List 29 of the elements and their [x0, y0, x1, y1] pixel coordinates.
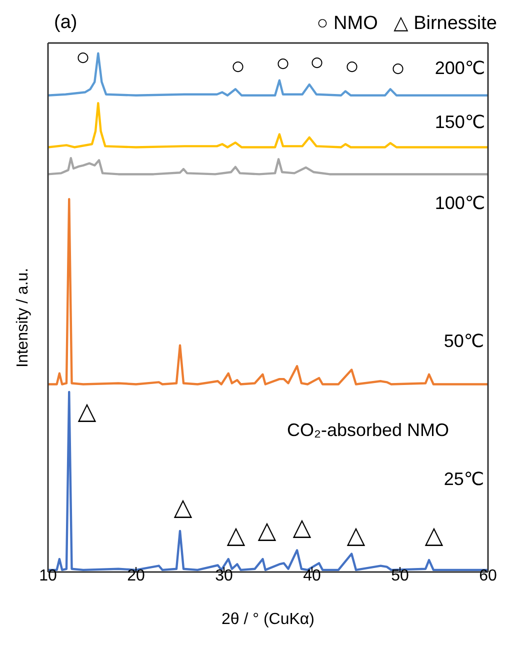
annotation: ○	[310, 49, 324, 76]
annotation: ○	[276, 50, 290, 77]
x-axis-title: 2θ / ° (CuKα)	[221, 611, 315, 628]
annotation: 200℃	[434, 58, 486, 78]
annotation: △	[78, 398, 96, 425]
x-tick-label: 40	[303, 567, 321, 584]
annotation: ○	[390, 55, 406, 82]
annotation: △	[174, 494, 192, 521]
annotation: ○	[344, 53, 360, 80]
annotation: 150℃	[434, 112, 486, 132]
annotation: △	[258, 517, 276, 544]
x-tick-label: 50	[391, 567, 409, 584]
annotation: △	[346, 522, 366, 549]
y-axis-title: Intensity / a.u.	[14, 268, 32, 368]
chart-title: (a)	[54, 12, 78, 34]
annotation: ○	[230, 53, 246, 80]
annotation: 100℃	[434, 193, 486, 213]
annotation: 50℃	[444, 331, 484, 351]
annotation: △	[226, 522, 246, 549]
annotation: △	[424, 522, 444, 549]
x-tick-label: 30	[215, 567, 233, 584]
annotation: ○	[76, 44, 90, 71]
annotation: △	[292, 514, 312, 541]
annotation: CO₂-absorbed NMO	[286, 420, 450, 440]
x-tick-label: 20	[127, 567, 145, 584]
annotation: 25℃	[444, 469, 484, 489]
text: ○ NMO △ Birnessite	[316, 12, 497, 35]
x-tick-label: 60	[479, 567, 497, 584]
x-tick-label: 10	[39, 567, 57, 584]
